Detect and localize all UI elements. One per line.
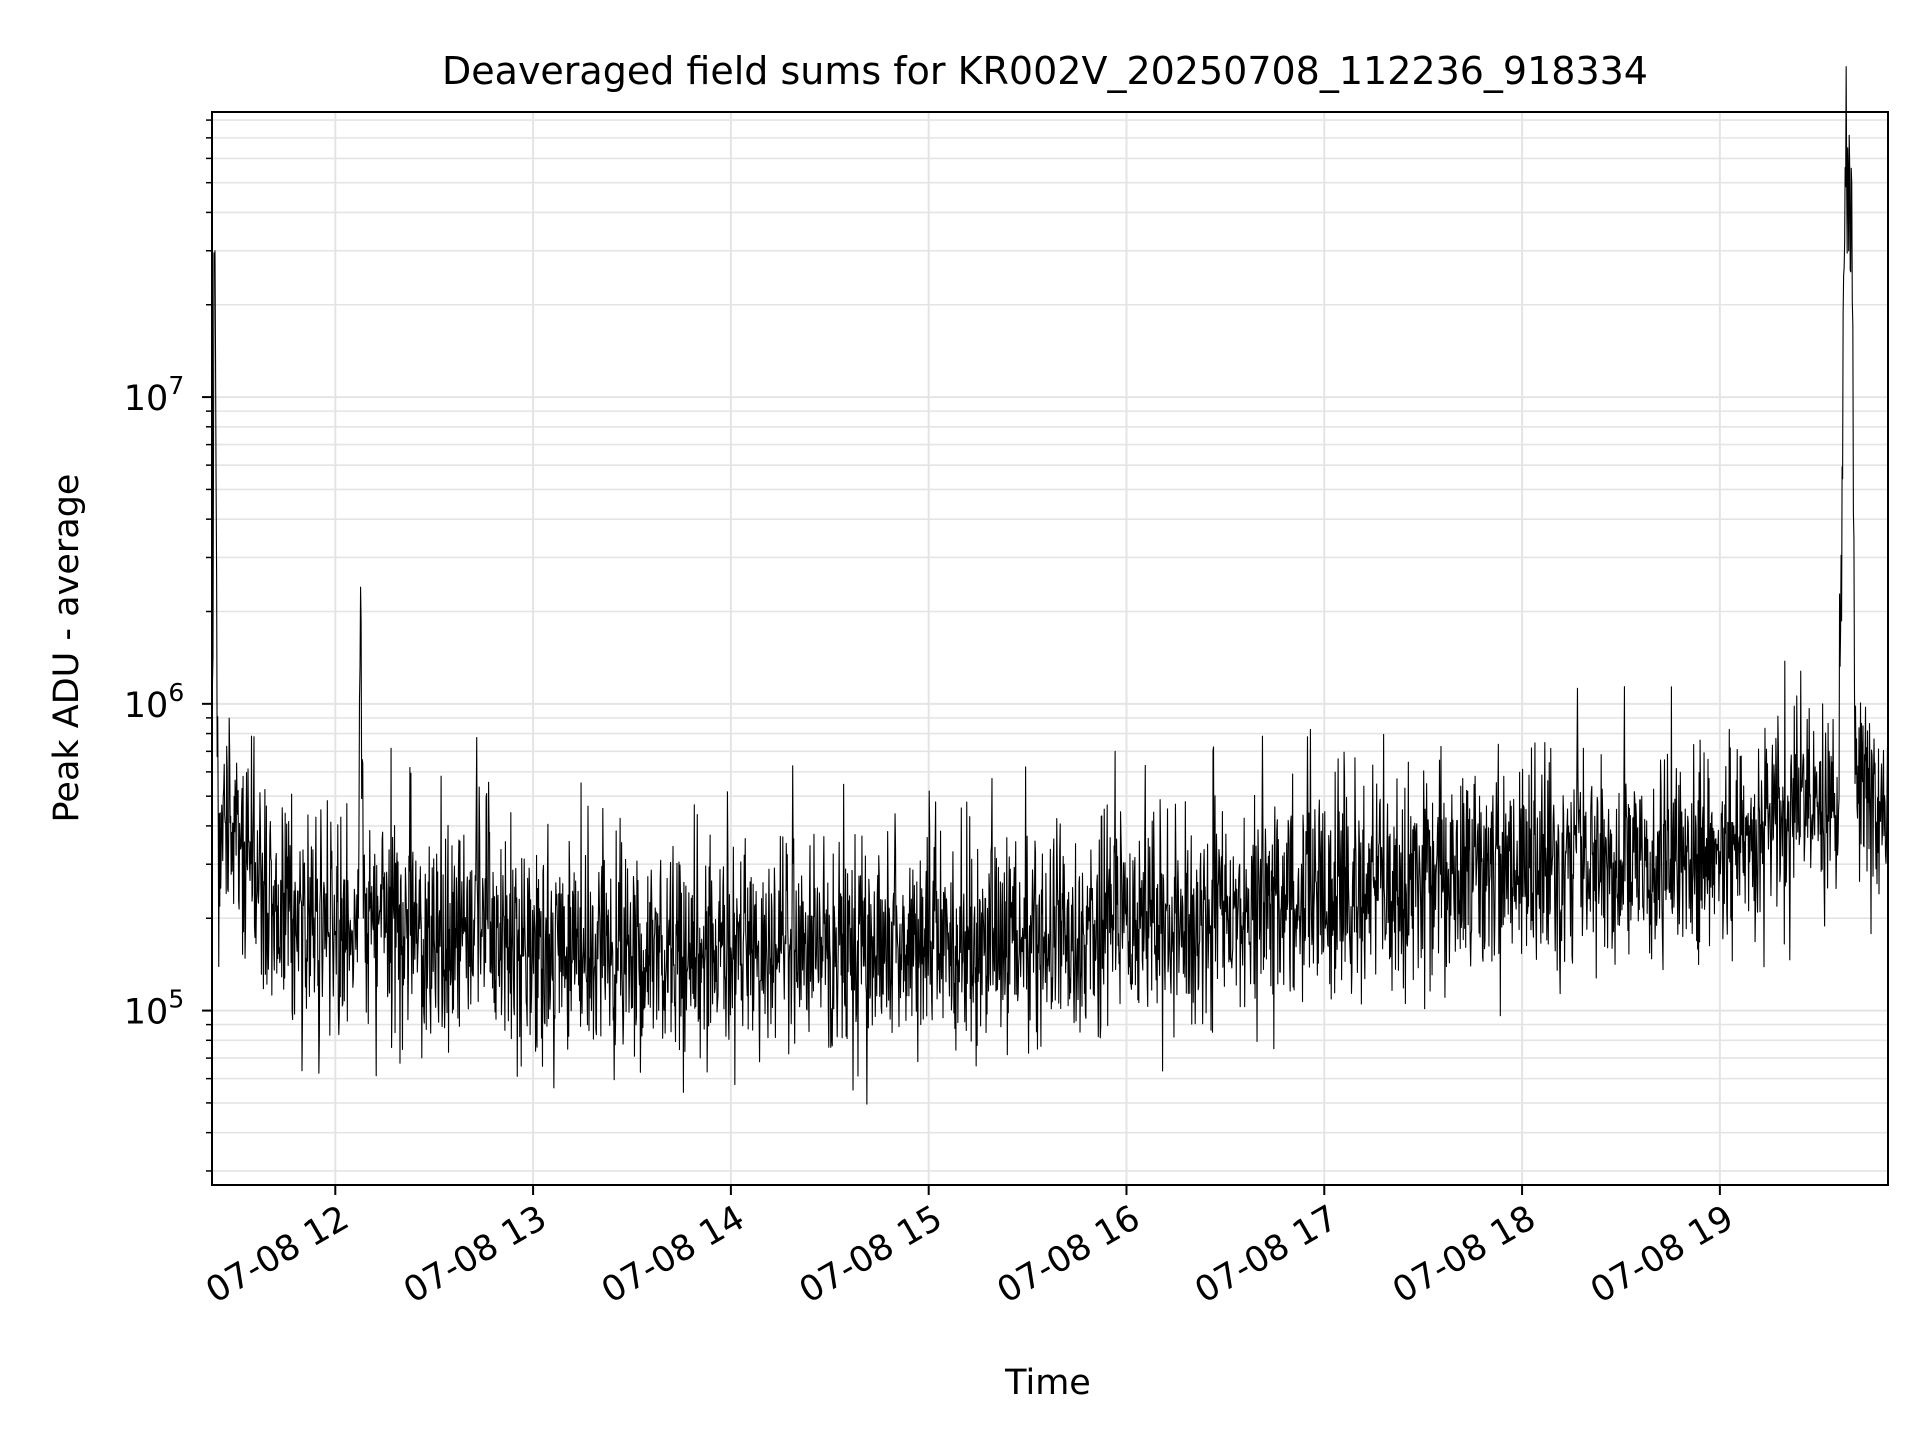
y-tick-label: 105 (124, 985, 184, 1033)
series-line (211, 66, 1889, 1105)
y-tick-base: 10 (124, 379, 169, 419)
y-tick-label: 106 (124, 678, 184, 726)
x-axis-label: Time (1004, 1363, 1091, 1403)
y-tick-exponent: 5 (168, 985, 184, 1014)
y-tick-exponent: 6 (168, 678, 184, 707)
series-layer (211, 66, 1889, 1105)
y-tick-exponent: 7 (168, 371, 184, 400)
y-tick-label: 107 (124, 371, 184, 419)
y-tick-base: 10 (124, 686, 169, 726)
plot-frame (211, 111, 1889, 1186)
grid (212, 112, 1888, 1185)
y-axis-label: Peak ADU - average (47, 474, 87, 823)
y-tick-base: 10 (124, 993, 169, 1033)
chart-title: Deaveraged field sums for KR002V_2025070… (442, 49, 1648, 93)
